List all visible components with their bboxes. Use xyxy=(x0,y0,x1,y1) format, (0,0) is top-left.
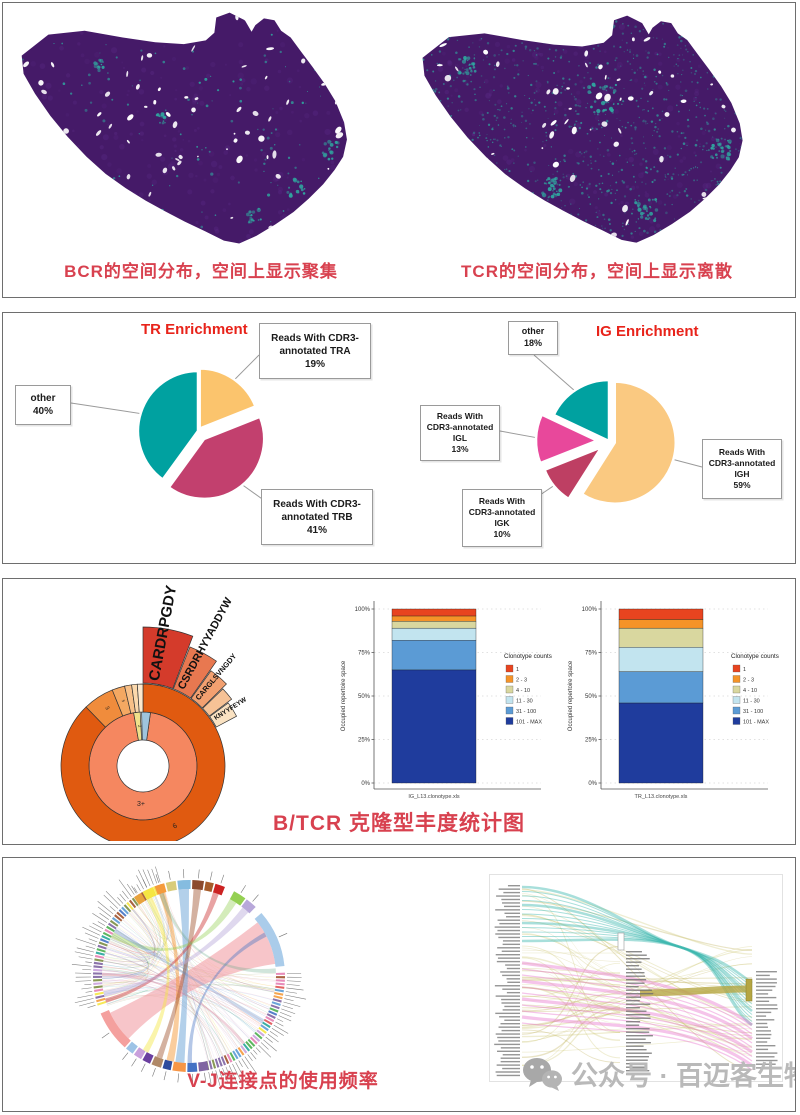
panel-enrichment-pies: TR Enrichment Reads With CDR3- annotated… xyxy=(2,312,796,564)
panel-clonotype-abundance: CARDRPGDY CSRDRHYYADDYW CARGLSVNGDY KNYYFEY… xyxy=(2,578,796,845)
svg-text:101 - MAX: 101 - MAX xyxy=(743,719,769,725)
svg-text:3+: 3+ xyxy=(137,801,145,808)
svg-text:50%: 50% xyxy=(585,694,598,700)
svg-text:Occupied repertoire space: Occupied repertoire space xyxy=(341,660,347,731)
pie-tr-svg xyxy=(70,354,266,502)
ig-enrichment-title: IG Enrichment xyxy=(596,323,699,340)
svg-text:25%: 25% xyxy=(358,738,371,744)
callout-tra: Reads With CDR3- annotated TRA 19% xyxy=(259,323,371,379)
panel-spatial-distribution: BCR的空间分布，空间上显示聚集 TCR的空间分布，空间上显示离散 xyxy=(2,2,796,298)
svg-text:11 - 30: 11 - 30 xyxy=(516,698,533,704)
svg-text:101 - MAX: 101 - MAX xyxy=(516,719,542,725)
svg-text:4 - 10: 4 - 10 xyxy=(516,688,530,694)
tr-enrichment-block: TR Enrichment Reads With CDR3- annotated… xyxy=(3,313,400,563)
tr-enrichment-title: TR Enrichment xyxy=(141,321,248,338)
svg-text:100%: 100% xyxy=(355,607,371,613)
pie-ig-svg xyxy=(499,354,703,505)
svg-text:IG_L13.clonotype.xls: IG_L13.clonotype.xls xyxy=(408,794,460,800)
svg-text:4 - 10: 4 - 10 xyxy=(743,688,757,694)
callout-igk: Reads With CDR3-annotated IGK 10% xyxy=(462,489,542,547)
watermark: 公众号 · 百迈客生物 xyxy=(521,1054,796,1093)
callout-tr-other: other 40% xyxy=(15,385,71,425)
svg-text:50%: 50% xyxy=(358,694,371,700)
svg-text:1: 1 xyxy=(516,667,519,673)
caption-bcr-spatial: BCR的空间分布，空间上显示聚集 xyxy=(64,262,338,281)
caption-clonotype-abundance: B/TCR 克隆型丰度统计图 xyxy=(273,812,525,835)
svg-text:Clonotype counts: Clonotype counts xyxy=(504,653,552,660)
bar-tr-svg: 0% 25% 50% 75% 100% TR_L13.clonotype.xls Occup… xyxy=(568,601,779,800)
sankey-box xyxy=(489,874,783,1082)
tissue-left-svg xyxy=(21,12,347,244)
svg-text:2: 2 xyxy=(137,725,142,729)
svg-text:1: 1 xyxy=(743,667,746,673)
svg-text:Occupied repertoire space: Occupied repertoire space xyxy=(568,660,574,731)
panel-vj-junction: V-J连接点的使用频率 公众号 · 百迈客生物 xyxy=(2,857,796,1112)
bar-ig-svg: 0% 25% 50% 75% 100% IG_L13.clonotype.xls Occup… xyxy=(341,601,552,800)
caption-vj-junction: V-J连接点的使用频率 xyxy=(187,1071,379,1092)
svg-text:75%: 75% xyxy=(585,651,598,657)
svg-text:31 - 100: 31 - 100 xyxy=(516,709,536,715)
svg-text:6: 6 xyxy=(172,822,179,830)
svg-text:2 - 3: 2 - 3 xyxy=(743,677,754,683)
svg-text:31 - 100: 31 - 100 xyxy=(743,709,763,715)
svg-text:100%: 100% xyxy=(582,607,598,613)
sankey-svg xyxy=(494,885,778,1077)
svg-text:25%: 25% xyxy=(585,738,598,744)
tissue-right-svg xyxy=(422,15,743,243)
ig-enrichment-block: IG Enrichment other 18% Reads With CDR3-… xyxy=(400,313,795,563)
callout-ig-other: other 18% xyxy=(508,321,558,355)
watermark-text: 公众号 · 百迈客生物 xyxy=(571,1061,796,1091)
wechat-icon xyxy=(523,1057,562,1091)
callout-trb: Reads With CDR3- annotated TRB 41% xyxy=(261,489,373,545)
svg-text:0%: 0% xyxy=(361,781,370,787)
svg-text:3: 3 xyxy=(103,706,110,712)
chord-svg xyxy=(71,866,307,1086)
svg-text:2 - 3: 2 - 3 xyxy=(516,677,527,683)
callout-igh: Reads With CDR3-annotated IGH 59% xyxy=(702,439,782,499)
svg-text:5: 5 xyxy=(121,699,127,703)
svg-text:TR_L13.clonotype.xls: TR_L13.clonotype.xls xyxy=(635,794,688,800)
svg-text:0%: 0% xyxy=(588,781,597,787)
svg-text:Clonotype counts: Clonotype counts xyxy=(731,653,779,660)
sunburst-svg: CARDRPGDYCSRDRHYYADDYWCARGLSVNGDYKNYYFEY… xyxy=(60,584,249,841)
callout-igl: Reads With CDR3-annotated IGL 13% xyxy=(420,405,500,461)
caption-tcr-spatial: TCR的空间分布，空间上显示离散 xyxy=(461,262,733,281)
svg-text:75%: 75% xyxy=(358,651,371,657)
svg-text:11 - 30: 11 - 30 xyxy=(743,698,760,704)
